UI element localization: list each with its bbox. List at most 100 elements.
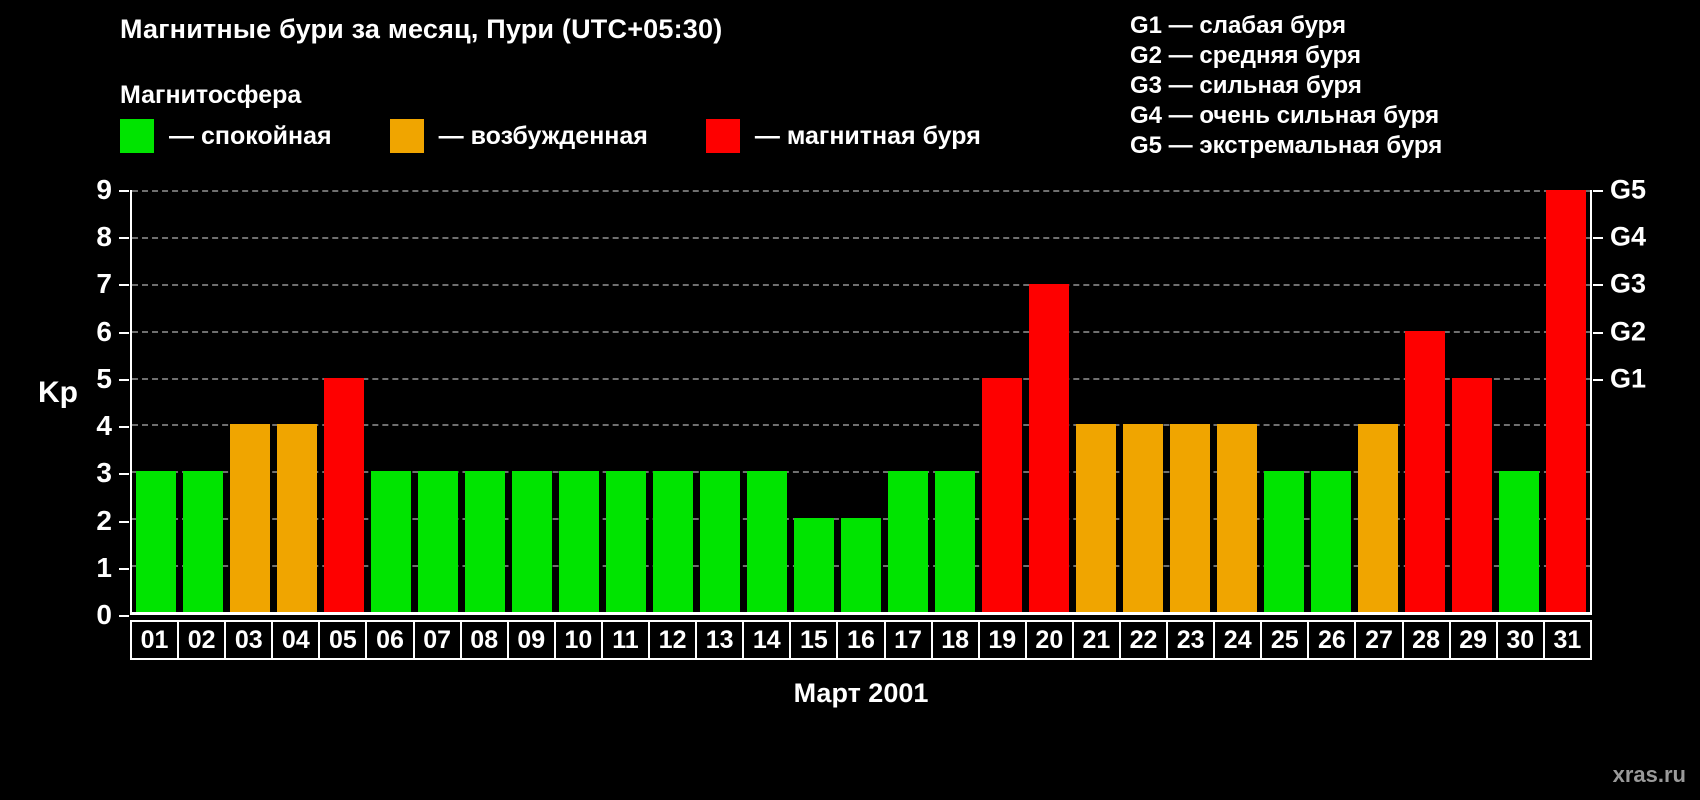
day-label-04: 04 [271,620,321,660]
y-tick-label-5: 5 [96,362,112,394]
bar-day-13 [699,471,740,612]
g-tick-mark-g3 [1593,284,1603,287]
bar-day-09 [511,471,552,612]
legend-item-quiet: — спокойная [120,119,332,153]
y-tick-mark-0 [119,615,129,617]
bar-slot-28 [1402,190,1449,612]
excited-color-swatch [389,119,424,153]
y-axis-title: Kp [38,376,78,409]
bar-slot-19 [979,190,1026,612]
gridline-6 [132,330,1590,333]
bar-slot-10 [555,190,602,612]
y-tick-label-4: 4 [96,410,112,442]
chart-title: Магнитные бури за месяц, Пури (UTC+05:30… [120,14,723,44]
legend-item-excited: — возбужденная [389,119,648,153]
y-tick-mark-9 [119,190,129,192]
y-tick-label-8: 8 [96,221,112,253]
g-label-g4: G4 [1610,221,1647,252]
day-label-25: 25 [1260,620,1310,660]
bar-day-23 [1170,424,1211,612]
bar-slot-16 [837,190,884,612]
gridline-9 [132,190,1590,192]
day-label-12: 12 [648,620,698,660]
g-tick-mark-g5 [1593,190,1603,192]
day-label-18: 18 [930,620,980,660]
bar-slot-05 [320,190,367,612]
bar-slot-01 [132,190,179,612]
g-scale-legend: G1 — слабая буря G2 — средняя буря G3 — … [1130,11,1442,161]
day-label-02: 02 [177,620,227,660]
bar-slot-02 [179,190,226,612]
legend-label-quiet: — спокойная [169,121,332,150]
bar-slot-06 [367,190,414,612]
day-label-10: 10 [553,620,603,660]
bar-slot-30 [1496,190,1543,612]
bar-day-12 [652,471,693,612]
bar-slot-17 [885,190,932,612]
bar-day-01 [135,471,176,612]
bar-day-21 [1076,424,1117,612]
day-label-06: 06 [365,620,415,660]
day-label-30: 30 [1495,620,1545,660]
day-label-29: 29 [1448,620,1498,660]
day-label-03: 03 [224,620,274,660]
bar-day-24 [1217,424,1258,612]
bar-day-06 [370,471,411,612]
bar-slot-15 [790,190,837,612]
day-label-14: 14 [742,620,792,660]
storm-color-swatch [705,119,740,153]
y-tick-label-7: 7 [96,268,112,300]
y-tick-mark-5 [119,378,129,381]
day-label-05: 05 [318,620,368,660]
legend-label-excited: — возбужденная [438,121,648,150]
gridline-8 [132,236,1590,239]
bar-day-03 [229,424,270,612]
bar-day-26 [1311,471,1352,612]
y-tick-mark-7 [119,284,129,287]
day-label-19: 19 [977,620,1027,660]
day-label-15: 15 [789,620,839,660]
day-label-27: 27 [1354,620,1404,660]
day-label-26: 26 [1307,620,1357,660]
day-label-13: 13 [695,620,745,660]
bar-slot-03 [226,190,273,612]
g-legend-line-g3: G3 — сильная буря [1130,72,1362,99]
y-tick-label-1: 1 [96,551,112,583]
legend-label-storm: — магнитная буря [754,121,981,150]
y-tick-label-9: 9 [96,174,112,205]
day-label-24: 24 [1213,620,1263,660]
y-tick-mark-3 [119,473,129,476]
bar-slot-23 [1167,190,1214,612]
day-label-21: 21 [1071,620,1121,660]
bar-day-16 [841,518,881,612]
plot-area [130,190,1592,615]
day-label-08: 08 [459,620,509,660]
bar-slot-29 [1449,190,1496,612]
g-legend-line-g2: G2 — средняя буря [1130,42,1361,69]
bar-slot-08 [461,190,508,612]
bar-day-17 [888,471,928,612]
day-label-07: 07 [412,620,462,660]
y-tick-label-0: 0 [96,599,112,630]
g-tick-mark-g1 [1593,378,1603,381]
bar-series [132,190,1590,612]
gridline-5 [132,377,1590,380]
g-tick-mark-g4 [1593,237,1603,240]
bar-day-02 [182,471,223,612]
bar-day-19 [982,377,1023,612]
bar-day-22 [1123,424,1164,612]
watermark: xras.ru [1612,762,1686,787]
bar-day-27 [1358,424,1399,612]
month-label: Март 2001 [793,678,929,708]
bar-slot-22 [1120,190,1167,612]
gridline-3 [132,471,1590,474]
bar-day-30 [1499,471,1540,612]
y-tick-mark-2 [119,520,129,523]
day-label-22: 22 [1118,620,1169,660]
bar-slot-24 [1214,190,1261,612]
bar-day-31 [1546,190,1587,612]
bar-slot-26 [1308,190,1355,612]
g-label-g1: G1 [1610,363,1647,394]
gridline-4 [132,424,1590,427]
